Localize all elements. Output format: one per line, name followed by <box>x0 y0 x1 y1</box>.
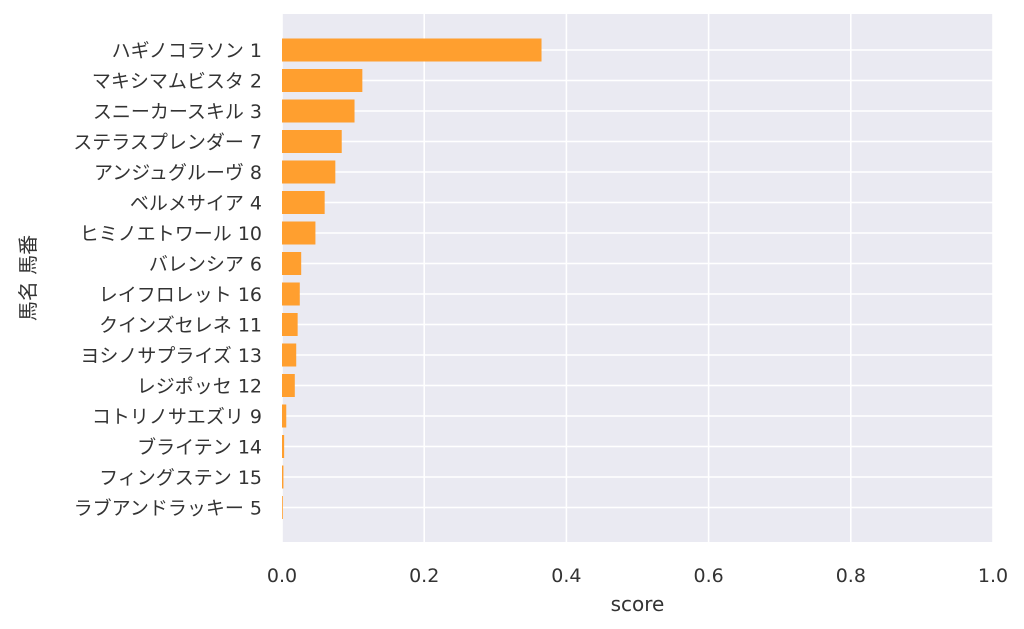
bar <box>282 191 325 214</box>
x-tick-label: 0.2 <box>409 565 439 587</box>
y-tick-label: スニーカースキル 3 <box>93 101 262 123</box>
bar <box>282 69 363 92</box>
bar <box>282 404 287 428</box>
y-tick-label: ハギノコラソン 1 <box>112 40 262 62</box>
y-tick-label: マキシマムビスタ 2 <box>92 71 262 93</box>
y-tick-label: フィングステン 15 <box>99 467 262 489</box>
bar <box>282 99 355 123</box>
bar <box>282 374 295 397</box>
bar <box>282 313 298 336</box>
x-axis-label: score <box>611 592 665 616</box>
y-tick-label: ベルメサイア 4 <box>130 193 262 215</box>
x-tick-label: 0.4 <box>551 565 581 587</box>
bar <box>282 221 316 245</box>
bar <box>282 252 302 275</box>
y-tick-label: ヒミノエトワール 10 <box>80 223 262 245</box>
bar <box>282 282 300 306</box>
x-tick-label: 0.0 <box>267 565 297 587</box>
x-tick-label: 0.6 <box>693 565 723 587</box>
bar <box>282 435 285 458</box>
y-tick-label: バレンシア 6 <box>149 254 262 276</box>
bars <box>282 38 542 519</box>
y-tick-label: アンジュグルーヴ 8 <box>94 162 262 184</box>
y-tick-label: クインズセレネ 11 <box>99 315 262 337</box>
y-tick-label: ラブアンドラッキー 5 <box>74 497 262 520</box>
y-axis-label: 馬名 馬番 <box>16 235 40 321</box>
y-tick-label: レジポッセ 12 <box>137 376 262 398</box>
x-tick-labels: 0.0 0.2 0.4 0.6 0.8 1.0 <box>267 565 1008 587</box>
bar <box>282 343 297 367</box>
x-tick-label: 0.8 <box>836 565 866 587</box>
y-tick-label: ステラスプレンダー 7 <box>73 132 262 154</box>
y-tick-label: コトリノサエズリ 9 <box>92 406 262 428</box>
bar <box>282 38 542 62</box>
bar <box>282 465 284 489</box>
grid-lines <box>281 14 994 542</box>
bar <box>282 160 336 184</box>
y-tick-labels: ハギノコラソン 1 マキシマムビスタ 2 スニーカースキル 3 ステラスプレンダー 7… <box>73 40 262 520</box>
x-tick-label: 1.0 <box>978 565 1008 587</box>
y-tick-label: ブライテン 14 <box>137 436 262 459</box>
y-tick-label: ヨシノサプライズ 13 <box>80 345 262 367</box>
y-tick-label: レイフロレット 16 <box>99 284 262 306</box>
bar <box>282 496 283 519</box>
plot-background <box>282 14 993 542</box>
bar <box>282 130 342 153</box>
